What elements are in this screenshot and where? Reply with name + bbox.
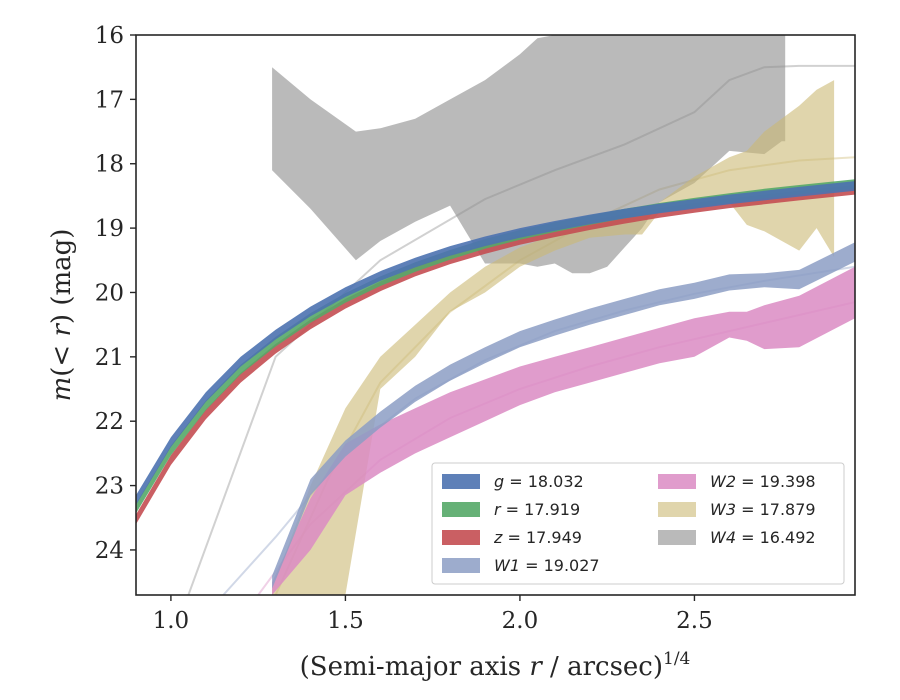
y-axis-label-mid: (< [47, 337, 77, 377]
legend-band-name: g [494, 472, 504, 491]
legend-swatch-z [442, 530, 480, 545]
legend-swatch-w1 [442, 558, 480, 573]
x-axis-label-main: (Semi-major axis [300, 652, 530, 682]
legend-label-g: g = 18.032 [494, 472, 584, 491]
legend-band-name: z [493, 528, 503, 547]
legend-band-name: W2 [710, 472, 736, 491]
y-tick-label: 24 [95, 538, 124, 564]
x-axis-label-var: r [529, 652, 543, 682]
x-ticks: 1.0 1.5 2.0 2.5 [153, 595, 713, 634]
legend-band-value: = 19.398 [736, 472, 816, 491]
y-tick-label: 20 [95, 280, 124, 306]
legend-label-r: r = 17.919 [494, 500, 580, 519]
legend-box [431, 462, 845, 585]
y-tick-label: 19 [95, 216, 124, 242]
legend-band-name: W4 [710, 528, 736, 547]
legend-band-name: W1 [494, 556, 520, 575]
x-tick-label: 1.5 [327, 608, 364, 634]
x-axis-label-rest: / arcsec) [542, 652, 663, 682]
legend-swatch-w2 [658, 474, 696, 489]
legend-band-value: = 17.879 [736, 500, 816, 519]
series-bands [136, 35, 855, 595]
legend-label-w1: W1 = 19.027 [494, 556, 600, 575]
legend-band-name: W3 [710, 500, 736, 519]
x-axis-label-sup: 1/4 [663, 649, 690, 669]
legend-band-value: = 16.492 [736, 528, 816, 547]
x-tick-label: 1.0 [153, 608, 190, 634]
legend-band-value: = 18.032 [504, 472, 584, 491]
legend-label-w4: W4 = 16.492 [710, 528, 816, 547]
y-tick-label: 17 [95, 87, 124, 113]
y-axis-label-rest: ) (mag) [47, 229, 77, 325]
x-tick-label: 2.0 [502, 608, 539, 634]
plot-frame [135, 34, 856, 596]
y-axis-label: m(< r) (mag) [47, 229, 77, 402]
y-axis-label-var: m [47, 377, 77, 402]
y-axis-label-var2: r [47, 323, 77, 337]
y-tick-label: 23 [95, 474, 124, 500]
legend-swatch-r [442, 502, 480, 517]
legend-swatch-w3 [658, 502, 696, 517]
band-w1 [272, 242, 855, 589]
band-w3 [272, 80, 835, 595]
legend-label-w2: W2 = 19.398 [710, 472, 816, 491]
y-tick-label: 21 [95, 345, 124, 371]
legend-label-w3: W3 = 17.879 [710, 500, 816, 519]
legend-band-value: = 17.949 [502, 528, 582, 547]
x-tick-label: 2.5 [676, 608, 713, 634]
legend-swatch-w4 [658, 530, 696, 545]
y-tick-label: 22 [95, 409, 124, 435]
legend-swatch-g [442, 474, 480, 489]
legend-label-z: z = 17.949 [493, 528, 582, 547]
y-ticks: 16 17 18 19 20 21 22 23 24 [95, 23, 136, 564]
band-w4 [272, 35, 786, 274]
y-tick-label: 18 [95, 152, 124, 178]
band-w2 [272, 266, 855, 595]
plot-frame-border [135, 34, 856, 596]
legend-band-value: = 17.919 [501, 500, 581, 519]
legend-band-name: r [494, 500, 502, 519]
y-tick-label: 16 [95, 23, 124, 49]
legend-band-value: = 19.027 [520, 556, 600, 575]
x-axis-label: (Semi-major axis r / arcsec)1/4 [300, 649, 691, 682]
